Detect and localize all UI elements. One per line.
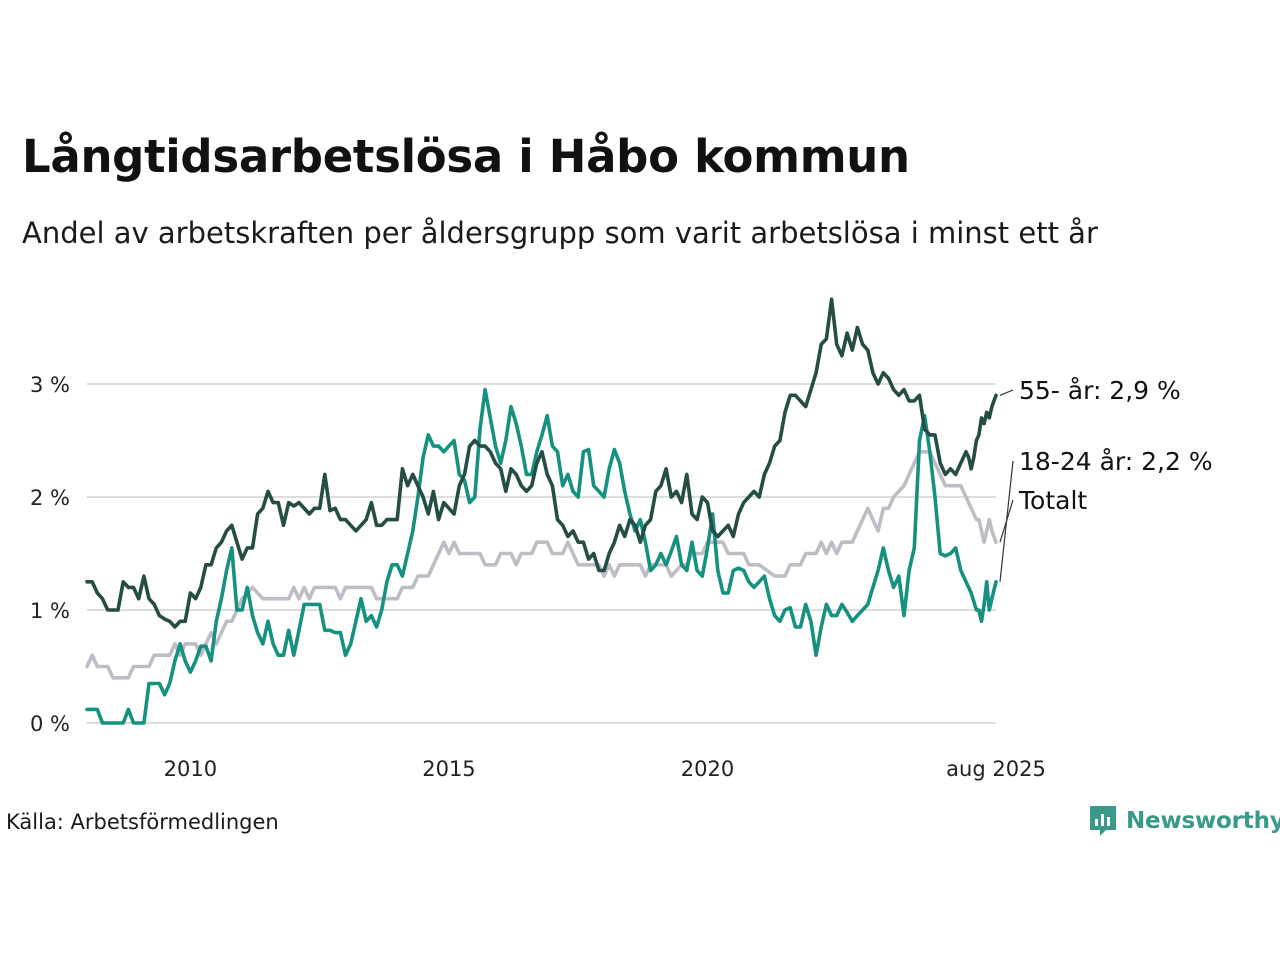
- series-line-0: [85, 450, 998, 680]
- source-note: Källa: Arbetsförmedlingen: [6, 810, 279, 834]
- chart-subtitle: Andel av arbetskraften per åldersgrupp s…: [22, 216, 1098, 250]
- newsworthy-logo-text: Newsworthy: [1126, 808, 1280, 834]
- y-axis-ticks: 0 % 1 % 2 % 3 %: [30, 373, 70, 736]
- y-tick-label: 2 %: [30, 486, 70, 510]
- newsworthy-logo-icon: [1090, 806, 1116, 836]
- y-tick-label: 1 %: [30, 599, 70, 623]
- series-line-2: [85, 297, 998, 629]
- end-labels: Totalt 18-24 år: 2,2 % 55- år: 2,9 %: [999, 376, 1213, 582]
- end-label-2: 55- år: 2,9 %: [1019, 376, 1181, 405]
- x-tick-label: 2010: [164, 757, 217, 781]
- newsworthy-logo[interactable]: Newsworthy: [1088, 804, 1280, 838]
- chart-title: Långtidsarbetslösa i Håbo kommun: [22, 130, 910, 183]
- x-tick-label: 2020: [681, 757, 734, 781]
- end-label-1: 18-24 år: 2,2 %: [1019, 447, 1213, 476]
- series-lines: [85, 297, 998, 725]
- end-label-connector-2: [999, 389, 1014, 396]
- end-label-0: Totalt: [1018, 486, 1087, 515]
- x-tick-label: aug 2025: [946, 757, 1046, 781]
- end-label-connector-1: [999, 460, 1014, 582]
- y-tick-label: 0 %: [30, 712, 70, 736]
- x-axis-ticks: 2010 2015 2020 aug 2025: [164, 757, 1046, 781]
- y-tick-label: 3 %: [30, 373, 70, 397]
- series-line-1: [85, 387, 998, 725]
- x-tick-label: 2015: [422, 757, 475, 781]
